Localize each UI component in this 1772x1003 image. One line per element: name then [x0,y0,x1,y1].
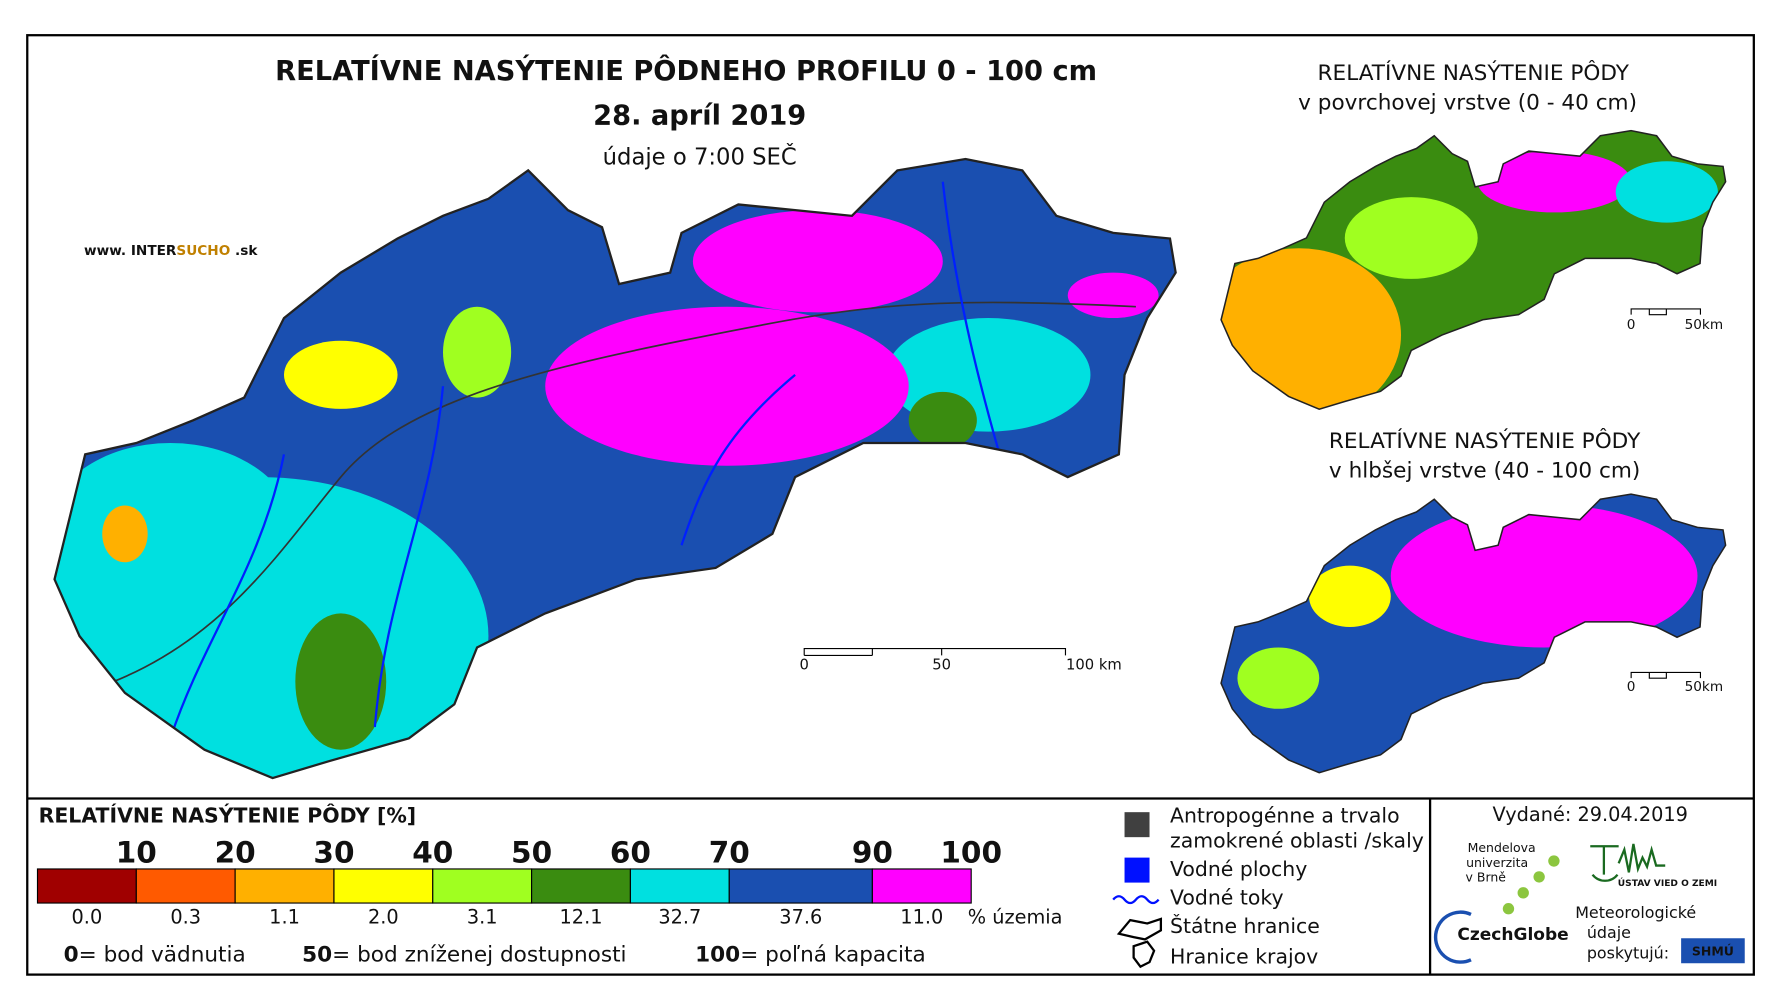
symbol-border [1116,917,1163,941]
legend-swatch [234,868,335,904]
symbol-urban [1124,812,1150,838]
legend-share: 12.1 [560,905,603,928]
logo-text: univerzita [1466,855,1528,870]
scale-label: 50km [1685,679,1724,695]
scale-label: 50km [1685,317,1724,333]
symbol-river [1112,895,1160,905]
legend-swatch [629,868,730,904]
logo-arc [1433,910,1472,964]
legend-threshold: 30 [313,836,354,870]
legend-swatch [728,868,873,904]
inset-title: RELATÍVNE NASÝTENIE PÔDY [1329,428,1641,454]
website-suffix: .sk [235,243,258,259]
provider: poskytujú: [1587,944,1669,963]
provider: Meteorologické [1575,903,1696,922]
legend-share: 11.0 [900,905,943,928]
share-unit: % územia [968,905,1063,928]
scale-label: 0 [1627,317,1636,333]
note: 0= bod vädnutia [64,942,246,967]
time-note: údaje o 7:00 SEČ [603,142,797,170]
note-value: 50 [302,942,332,967]
legend-share: 0.0 [72,905,103,928]
symbol-label: Vodné plochy [1170,857,1307,881]
symbol-label: Vodné toky [1170,885,1284,909]
issued: Vydané: 29.04.2019 [1493,803,1688,826]
inset-title: v hlbšej vrstve (40 - 100 cm) [1329,458,1640,483]
symbol-water [1124,857,1150,883]
legend-share: 2.0 [368,905,399,928]
logo-dots [1502,855,1560,915]
legend-share: 3.1 [467,905,498,928]
legend-threshold: 90 [852,836,893,870]
logo-text: v Brně [1466,870,1507,885]
legend-threshold: 50 [511,836,552,870]
logo-shmu [1681,938,1745,964]
legend-threshold: 20 [215,836,256,870]
logo-text: SHMÚ [1692,943,1734,958]
legend-title: RELATÍVNE NASÝTENIE PÔDY [%] [39,803,417,828]
logo-text: Mendelova [1468,840,1536,855]
legend-share: 1.1 [269,905,300,928]
scale-label: 0 [800,657,809,674]
inset-title: v povrchovej vrstve (0 - 40 cm) [1298,90,1637,115]
legend-swatch [871,868,972,904]
logo-text: ÚSTAV VIED O ZEMI [1618,877,1717,889]
scale-label: 0 [1627,679,1636,695]
legend-threshold: 60 [610,836,651,870]
legend-threshold: 40 [412,836,453,870]
note-label: = bod zníženej dostupnosti [332,942,626,967]
note-value: 0 [64,942,79,967]
legend-swatch [531,868,631,904]
provider: údaje [1587,923,1631,942]
title: RELATÍVNE NASÝTENIE PÔDNEHO PROFILU 0 - … [275,55,1097,87]
date: 28. apríl 2019 [593,100,806,131]
scale-label: 100 km [1066,657,1122,674]
symbol-label: Hranice krajov [1170,945,1318,969]
website-highlight: SUCHO [176,243,230,259]
note: 100= poľná kapacita [695,942,926,967]
scale-label: 50 [932,657,951,674]
legend-threshold: 10 [116,836,157,870]
legend-share: 32.7 [658,905,701,928]
note-label: = poľná kapacita [740,942,925,967]
note: 50= bod zníženej dostupnosti [302,942,626,967]
legend-swatch [432,868,533,904]
symbol-label: Antropogénne a trvalo [1170,804,1400,828]
legend-share: 0.3 [170,905,201,928]
legend-swatch [135,868,236,904]
legend-share: 37.6 [779,905,822,928]
legend-swatch [36,868,137,904]
inset-title: RELATÍVNE NASÝTENIE PÔDY [1318,60,1630,86]
note-label: = bod vädnutia [79,942,246,967]
website: www. INTERSUCHO .sk [84,243,258,259]
legend: 0.0 0.3 1.1 2.0 3.1 12.1 32.7 37.6 11.0 10 20 30 40 5… [36,836,1002,928]
symbol-label: Štátne hranice [1170,913,1320,938]
logo-text: CzechGlobe [1457,925,1568,945]
scale-bar [803,308,1702,679]
note-value: 100 [695,942,740,967]
symbol-label: zamokrené oblasti /skaly [1170,829,1424,853]
legend-swatch [333,868,434,904]
logo-uvz [1590,843,1666,882]
legend-threshold: 100 [940,836,1002,870]
website-prefix: www. INTER [84,243,177,259]
legend-threshold: 70 [709,836,750,870]
symbol-region [1132,940,1156,969]
